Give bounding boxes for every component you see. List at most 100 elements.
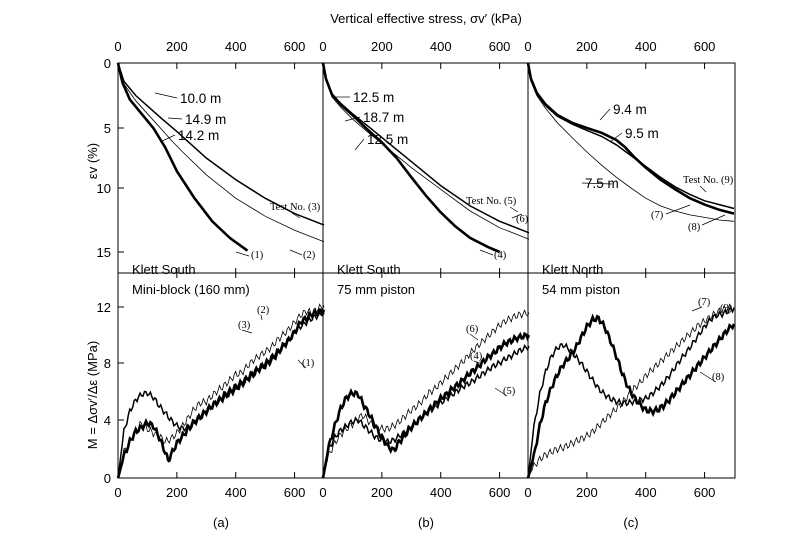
series-label: (2) bbox=[303, 250, 316, 261]
series-leader bbox=[701, 214, 726, 226]
strain-curve-9 bbox=[527, 62, 735, 210]
site-label: Klett South bbox=[337, 262, 401, 277]
series-label: (6) bbox=[516, 214, 529, 225]
x-tick-label-top: 0 bbox=[319, 39, 326, 54]
x-tick-label-bottom: 600 bbox=[489, 485, 511, 500]
x-tick-label-top: 400 bbox=[430, 39, 452, 54]
modulus-curve-3 bbox=[117, 310, 325, 479]
modulus-curve-2 bbox=[117, 303, 325, 479]
series-label: (1) bbox=[251, 250, 264, 261]
series-label: (7) bbox=[698, 297, 711, 308]
series-label: (7) bbox=[651, 210, 664, 221]
x-tick-label-top: 0 bbox=[524, 39, 531, 54]
series-label: (4) bbox=[470, 351, 483, 362]
test-no-leader bbox=[291, 212, 301, 219]
modulus-ytick-label: 0 bbox=[104, 471, 111, 486]
strain-curve-2 bbox=[117, 62, 325, 243]
modulus-curve-4 bbox=[321, 331, 531, 479]
depth-label: 9.5 m bbox=[625, 126, 659, 141]
series-label: (5) bbox=[503, 386, 516, 397]
series-leader bbox=[511, 213, 523, 219]
modulus-curve-5 bbox=[322, 344, 530, 479]
test-no-label: Test No. (9) bbox=[683, 175, 734, 186]
strain-ytick-label: 10 bbox=[97, 181, 111, 196]
series-leader bbox=[691, 306, 703, 312]
strain-curve-1 bbox=[116, 62, 249, 252]
x-tick-label-bottom: 600 bbox=[694, 485, 716, 500]
depth-label: 18.7 m bbox=[363, 110, 404, 125]
series-leader bbox=[699, 371, 717, 383]
series-leader bbox=[297, 359, 307, 369]
modulus-curve-8 bbox=[526, 313, 736, 479]
depth-leader bbox=[167, 117, 183, 120]
panel-label: (b) bbox=[418, 515, 434, 530]
x-tick-label-bottom: 400 bbox=[635, 485, 657, 500]
series-label: (8) bbox=[688, 222, 701, 233]
depth-leader bbox=[599, 108, 611, 121]
series-leader bbox=[473, 360, 483, 365]
panel-label: (c) bbox=[623, 515, 638, 530]
x-tick-label-top: 0 bbox=[114, 39, 121, 54]
depth-label: 12.5 m bbox=[353, 90, 394, 105]
strain-curve-5 bbox=[322, 62, 530, 234]
site-sublabel: Mini-block (160 mm) bbox=[132, 282, 250, 297]
x-tick-label-top: 400 bbox=[225, 39, 247, 54]
x-tick-label-bottom: 400 bbox=[430, 485, 452, 500]
series-leader bbox=[721, 312, 725, 319]
depth-label: 12.5 m bbox=[367, 132, 408, 147]
modulus-ytick-label: 8 bbox=[104, 356, 111, 371]
x-tick-label-top: 200 bbox=[166, 39, 188, 54]
site-sublabel: 75 mm piston bbox=[337, 282, 415, 297]
depth-label: 10.0 m bbox=[180, 91, 221, 106]
test-no-label: Test No. (5) bbox=[466, 196, 517, 207]
series-leader bbox=[665, 204, 691, 215]
site-label: Klett North bbox=[542, 262, 603, 277]
strain-curve-7 bbox=[527, 62, 735, 222]
modulus-ytick-label: 12 bbox=[97, 300, 111, 315]
x-tick-label-top: 400 bbox=[635, 39, 657, 54]
depth-label: 9.4 m bbox=[613, 102, 647, 117]
x-tick-label-top: 600 bbox=[489, 39, 511, 54]
site-label: Klett South bbox=[132, 262, 196, 277]
depth-leader bbox=[354, 138, 365, 151]
modulus-ytick-label: 4 bbox=[104, 413, 111, 428]
strain-ytick-label: 5 bbox=[104, 121, 111, 136]
series-leader bbox=[494, 387, 508, 397]
strain-curve-8 bbox=[526, 62, 735, 215]
depth-leader bbox=[581, 182, 613, 185]
series-label: (1) bbox=[302, 358, 315, 369]
x-tick-label-bottom: 0 bbox=[114, 485, 121, 500]
x-tick-label-top: 600 bbox=[284, 39, 306, 54]
series-label: (9) bbox=[720, 303, 733, 314]
x-tick-label-bottom: 0 bbox=[524, 485, 531, 500]
x-tick-label-bottom: 400 bbox=[225, 485, 247, 500]
modulus-axis-title: M = Δσv′/Δε (MPa) bbox=[85, 341, 100, 449]
panel-label: (a) bbox=[213, 515, 229, 530]
site-sublabel: 54 mm piston bbox=[542, 282, 620, 297]
x-tick-label-top: 200 bbox=[371, 39, 393, 54]
strain-curve-3 bbox=[117, 62, 325, 226]
x-tick-label-bottom: 200 bbox=[371, 485, 393, 500]
series-leader bbox=[235, 251, 250, 257]
modulus-curve-6 bbox=[322, 309, 530, 479]
series-leader bbox=[241, 329, 253, 334]
strain-curve-6 bbox=[322, 62, 530, 240]
test-no-label: Test No. (3) bbox=[270, 202, 321, 213]
series-leader bbox=[260, 314, 263, 321]
x-axis-title: Vertical effective stress, σv′ (kPa) bbox=[330, 11, 522, 26]
depth-label: 14.2 m bbox=[178, 128, 219, 143]
x-tick-label-bottom: 200 bbox=[166, 485, 188, 500]
series-leader bbox=[479, 249, 494, 256]
depth-label: 14.9 m bbox=[185, 112, 226, 127]
modulus-curve-7 bbox=[527, 307, 735, 479]
x-tick-label-bottom: 200 bbox=[576, 485, 598, 500]
strain-ytick-label: 15 bbox=[97, 245, 111, 260]
series-label: (2) bbox=[257, 305, 270, 316]
x-tick-label-bottom: 0 bbox=[319, 485, 326, 500]
series-label: (4) bbox=[494, 250, 507, 261]
series-label: (6) bbox=[466, 324, 479, 335]
depth-leader bbox=[609, 132, 623, 143]
series-label: (8) bbox=[712, 372, 725, 383]
depth-leader bbox=[344, 116, 361, 122]
